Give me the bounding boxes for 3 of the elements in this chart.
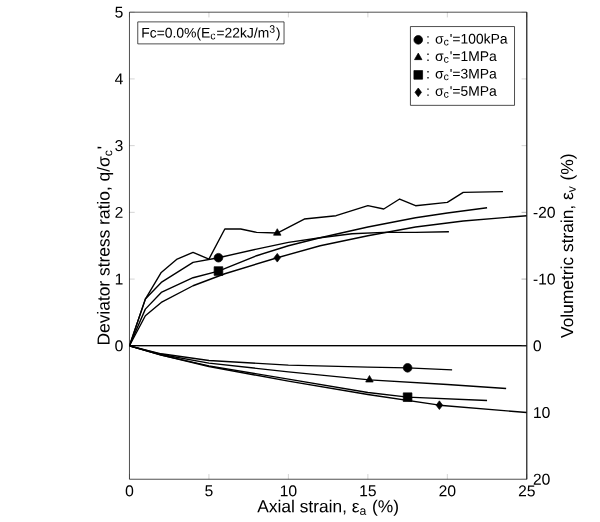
y2-axis-title: Volumetric strain, ε$_{v}$ (%) [560, 154, 577, 338]
x-axis-title: Axial strain, ε$_{a}$ (%) [257, 499, 398, 516]
y-axis-title: Deviator stress ratio, q/σ$_{c}$' [96, 146, 114, 344]
